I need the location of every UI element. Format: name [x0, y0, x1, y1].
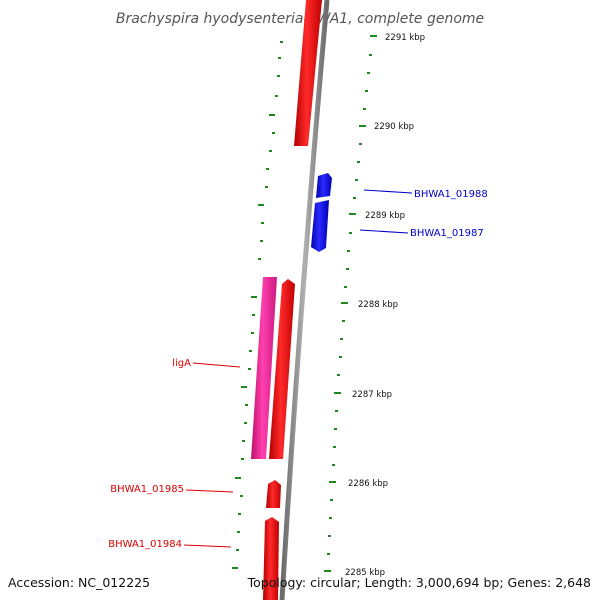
kbp-label: 2287 kbp — [352, 390, 392, 400]
outer-tick-track — [324, 35, 377, 572]
gene-label-bhwa1-01988[interactable]: BHWA1_01988 — [414, 189, 488, 200]
genome-backbone — [279, 0, 330, 600]
inner-tick-track — [232, 41, 283, 569]
leader-liga — [192, 362, 241, 368]
leader-bhwa1-01984 — [183, 544, 232, 548]
accession-text: Accession: NC_012225 — [8, 575, 150, 590]
kbp-label: 2285 kbp — [345, 568, 385, 578]
genome-summary-text: Topology: circular; Length: 3,000,694 bp… — [247, 575, 591, 590]
gene-feature-liga-rna — [251, 277, 277, 459]
gene-feature-bhwa1-01987 — [311, 200, 329, 252]
gene-feature-bhwa1-01984 — [263, 517, 279, 600]
kbp-label: 2290 kbp — [374, 122, 414, 132]
kbp-label: 2286 kbp — [348, 479, 388, 489]
map-title: Brachyspira hyodysenteriae WA1, complete… — [116, 11, 484, 27]
kbp-label: 2288 kbp — [358, 300, 398, 310]
gene-label-bhwa1-01985[interactable]: BHWA1_01985 — [110, 484, 184, 495]
gene-feature-bhwa1-01985 — [266, 480, 281, 508]
gene-label-bhwa1-01984[interactable]: BHWA1_01984 — [108, 539, 182, 550]
gene-feature-bhwa1-01988 — [316, 173, 332, 198]
kbp-scale: 2291 kbp 2290 kbp 2289 kbp 2288 kbp 2287… — [345, 33, 425, 578]
kbp-label: 2289 kbp — [365, 211, 405, 221]
gene-feature-top — [294, 0, 322, 146]
leader-bhwa1-01985 — [185, 489, 234, 493]
gene-label-bhwa1-01987[interactable]: BHWA1_01987 — [410, 228, 484, 239]
gene-label-liga[interactable]: ligA — [172, 358, 191, 369]
gene-feature-liga — [269, 279, 295, 459]
kbp-label: 2291 kbp — [385, 33, 425, 43]
leader-bhwa1-01987 — [359, 229, 409, 234]
leader-bhwa1-01988 — [363, 189, 413, 194]
gene-label-leaders — [183, 189, 413, 548]
